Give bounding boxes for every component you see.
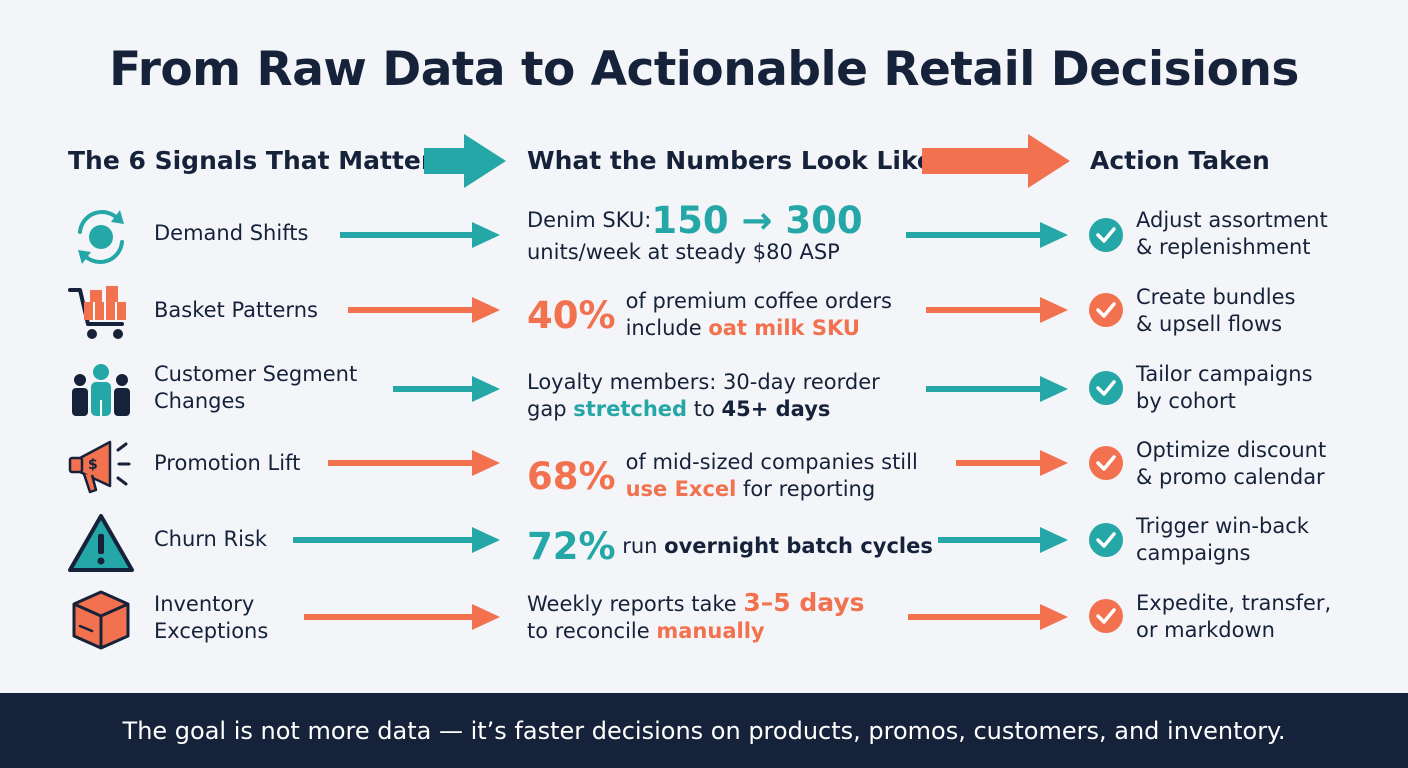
arrow-icon (938, 527, 1068, 553)
signal-label: Churn Risk (154, 527, 268, 551)
action-label: Trigger win-back campaigns (1136, 514, 1309, 565)
metric-text: Weekly reports take 3–5 days to reconcil… (527, 588, 865, 643)
refresh-cycle-icon (78, 210, 124, 264)
action-label: Create bundles & upsell flows (1136, 285, 1296, 336)
arrow-icon (393, 376, 500, 402)
check-circle-icon (1089, 293, 1123, 327)
action-label: Expedite, transfer, or markdown (1136, 591, 1332, 642)
signal-label: Promotion Lift (154, 451, 301, 475)
metric-text: Loyalty members: 30-day reorder gap stre… (527, 370, 880, 421)
arrow-icon (926, 297, 1068, 323)
warning-icon (68, 514, 134, 572)
arrow-icon (908, 604, 1068, 630)
check-circle-icon (1089, 218, 1123, 252)
column-header-actions: Action Taken (1090, 146, 1270, 175)
action-label: Optimize discount & promo calendar (1136, 438, 1327, 489)
header-arrow-icon (922, 134, 1070, 188)
signal-label: Demand Shifts (154, 221, 309, 245)
footer-banner: The goal is not more data — it’s faster … (0, 693, 1408, 768)
arrow-icon (293, 527, 500, 553)
shopping-cart-icon (68, 286, 126, 339)
arrow-icon (926, 376, 1068, 402)
header-arrow-icon (424, 134, 506, 188)
arrow-icon (328, 450, 500, 476)
metric-text: Denim SKU: 150 → 300 units/week at stead… (527, 199, 863, 264)
page-title: From Raw Data to Actionable Retail Decis… (109, 42, 1299, 97)
column-header-signals: The 6 Signals That Matter (68, 146, 434, 175)
arrow-icon (340, 222, 500, 248)
check-circle-icon (1089, 599, 1123, 633)
metric-text: 72% run overnight batch cycles (527, 525, 933, 568)
check-circle-icon (1089, 446, 1123, 480)
check-circle-icon (1089, 523, 1123, 557)
arrow-icon (348, 297, 500, 323)
arrow-icon (304, 604, 500, 630)
column-header-numbers: What the Numbers Look Like (527, 146, 934, 175)
megaphone-icon: $ (68, 440, 131, 494)
arrow-icon (956, 450, 1068, 476)
arrow-icon (906, 222, 1068, 248)
package-box-icon (72, 590, 130, 650)
signal-label: Customer Segment Changes (154, 362, 358, 413)
people-group-icon (72, 364, 130, 416)
metric-text: 40% of premium coffee orders include oat … (527, 289, 892, 340)
metric-text: 68% of mid-sized companies still use Exce… (527, 450, 918, 501)
signal-label: Inventory Exceptions (154, 592, 269, 643)
signal-label: Basket Patterns (154, 298, 318, 322)
action-label: Tailor campaigns by cohort (1136, 362, 1313, 413)
action-label: Adjust assortment & replenishment (1136, 208, 1328, 259)
svg-text:$: $ (88, 457, 98, 473)
check-circle-icon (1089, 371, 1123, 405)
